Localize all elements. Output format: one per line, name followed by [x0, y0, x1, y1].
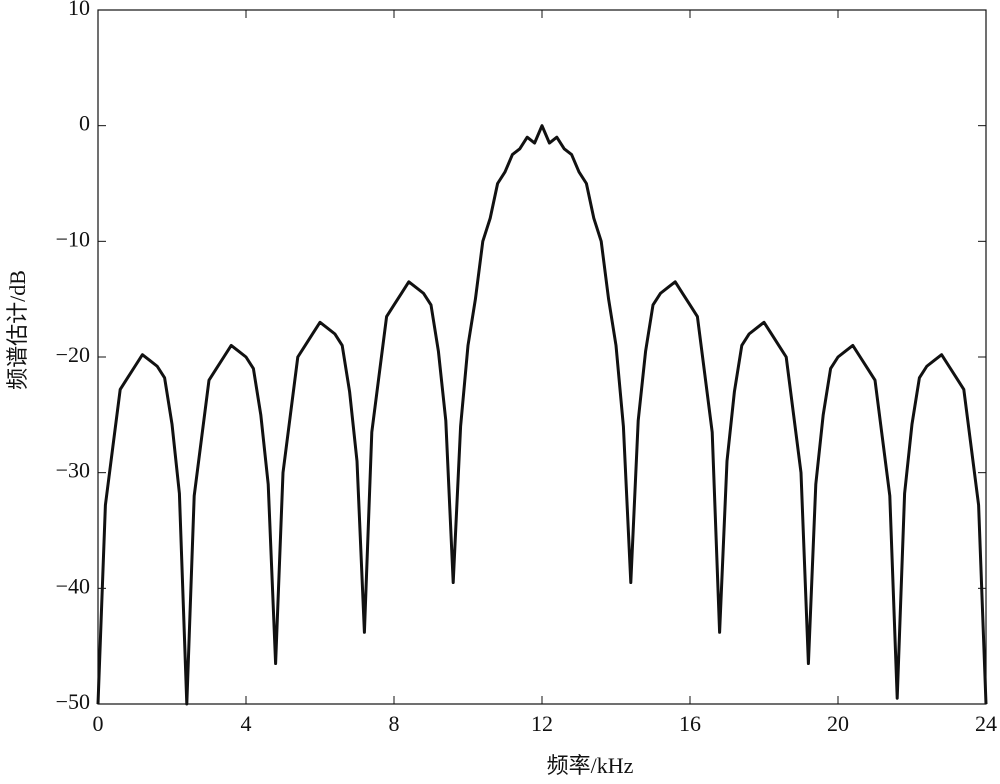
- y-tick-label: 10: [68, 0, 90, 20]
- y-tick-label: 0: [79, 111, 90, 136]
- x-tick-label: 12: [531, 711, 553, 736]
- x-axis-label: 频率/kHz: [547, 753, 634, 778]
- x-tick-label: 24: [975, 711, 997, 736]
- x-tick-label: 4: [241, 711, 252, 736]
- y-tick-label: −30: [56, 458, 90, 483]
- plot-frame: [97, 9, 987, 705]
- y-tick-label: −20: [56, 342, 90, 367]
- line-series: [96, 124, 988, 706]
- y-axis-label: 频谱估计/dB: [5, 270, 30, 390]
- y-tick-label: −50: [56, 689, 90, 714]
- x-tick-label: 0: [93, 711, 104, 736]
- y-tick-label: −40: [56, 573, 90, 598]
- x-tick-label: 16: [679, 711, 701, 736]
- x-tick-label: 20: [827, 711, 849, 736]
- x-tick-label: 8: [389, 711, 400, 736]
- y-tick-label: −10: [56, 226, 90, 251]
